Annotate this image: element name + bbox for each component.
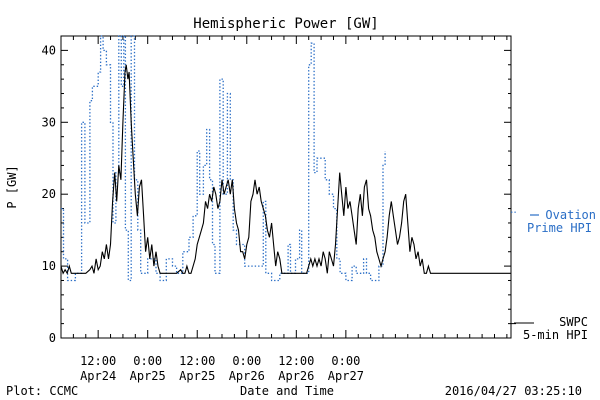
y-tick-label: 20: [42, 187, 56, 201]
legend-swpc-line2: 5-min HPI: [523, 328, 588, 342]
x-tick-label-time: 0:00: [232, 354, 261, 368]
x-axis-label: Date and Time: [240, 384, 334, 398]
y-tick-label: 10: [42, 259, 56, 273]
x-tick-label-time: 12:00: [179, 354, 215, 368]
y-tick-label: 0: [49, 331, 56, 345]
plot-frame: [60, 35, 512, 339]
legend-ovation-line2: Prime HPI: [527, 221, 592, 235]
x-tick-label-date: Apr27: [328, 369, 364, 383]
y-tick-label: 30: [42, 115, 56, 129]
legend-swpc-line1: SWPC: [559, 315, 588, 329]
series-line-swpc: [60, 64, 511, 275]
x-tick-label-time: 12:00: [80, 354, 116, 368]
x-tick-label-date: Apr24: [80, 369, 116, 383]
chart-title: Hemispheric Power [GW]: [193, 16, 378, 32]
x-tick-label-date: Apr26: [229, 369, 265, 383]
x-tick-label-time: 0:00: [133, 354, 162, 368]
x-tick-label-date: Apr25: [179, 369, 215, 383]
footer-plot-credit: Plot: CCMC: [6, 384, 78, 398]
x-tick-label-date: Apr26: [278, 369, 314, 383]
footer-timestamp: 2016/04/27 03:25:10: [445, 384, 582, 398]
plot-area: 01020304012:00Apr240:00Apr2512:00Apr250:…: [42, 35, 516, 383]
y-axis-label: P [GW]: [5, 165, 19, 208]
series-line-ovation-prime: [61, 35, 386, 282]
x-tick-label-time: 12:00: [278, 354, 314, 368]
legend-ovation-line1: Ovation: [545, 208, 596, 222]
x-tick-label-date: Apr25: [130, 369, 166, 383]
y-tick-label: 40: [42, 43, 56, 57]
x-tick-label-time: 0:00: [331, 354, 360, 368]
